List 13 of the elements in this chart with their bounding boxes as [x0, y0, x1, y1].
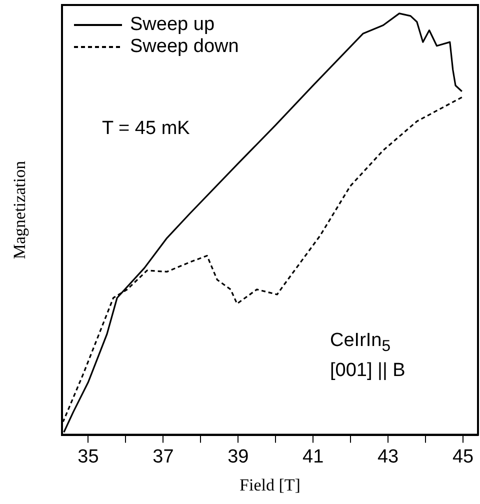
x-tick-label: 43: [377, 446, 399, 468]
y-axis-title: Magnetization: [10, 160, 30, 262]
annotation: T = 45 mK: [102, 118, 190, 140]
x-axis-title: Field [T]: [240, 475, 300, 494]
x-tick-label: 41: [302, 446, 324, 468]
legend-label: Sweep down: [130, 36, 239, 58]
x-tick-label: 37: [152, 446, 174, 468]
annotation: [001] || B: [330, 360, 406, 382]
x-tick-label: 39: [228, 446, 249, 468]
x-tick-label: 45: [452, 446, 474, 468]
x-tick-label: 35: [78, 446, 99, 468]
legend-label: Sweep up: [130, 14, 215, 36]
annotation: CeIrIn$_{5}$: [330, 330, 391, 356]
